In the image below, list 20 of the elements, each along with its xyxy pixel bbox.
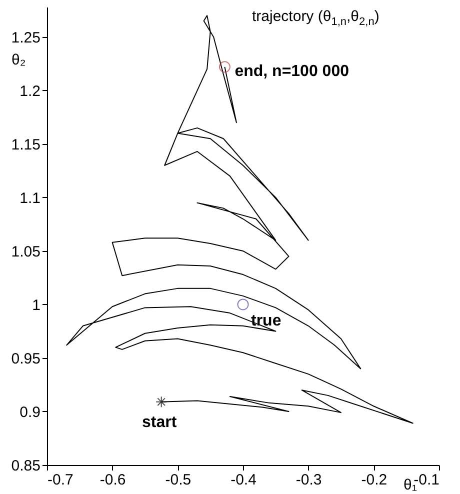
y-tick-label: 0.85	[11, 458, 40, 474]
x-tick-label: -0.6	[100, 472, 126, 488]
y-tick-label: 1.15	[11, 136, 40, 154]
y-tick-label: 1	[32, 296, 40, 314]
x-tick-label: -0.2	[361, 472, 388, 488]
x-tick-label: -0.5	[165, 472, 192, 488]
y-axis-title: θ₂	[12, 52, 26, 68]
annotation: trajectory (θ$_{1,n}$,θ$_{2,n}$)	[252, 8, 380, 28]
y-tick-label: 0.9	[20, 404, 40, 421]
annotation: true	[251, 312, 282, 330]
y-tick-label: 1.25	[11, 29, 40, 46]
annotation: end, n=100 000	[234, 62, 350, 80]
y-tick-label: 1.05	[11, 243, 40, 260]
x-tick-label: -0.4	[230, 472, 256, 488]
x-tick-label: -0.7	[48, 472, 74, 488]
annotation: start	[142, 414, 178, 431]
x-tick-label: -0.3	[296, 472, 322, 488]
y-tick-label: 1.1	[20, 190, 40, 207]
y-tick-label: 0.95	[11, 350, 40, 368]
y-tick-label: 1.2	[20, 82, 40, 100]
